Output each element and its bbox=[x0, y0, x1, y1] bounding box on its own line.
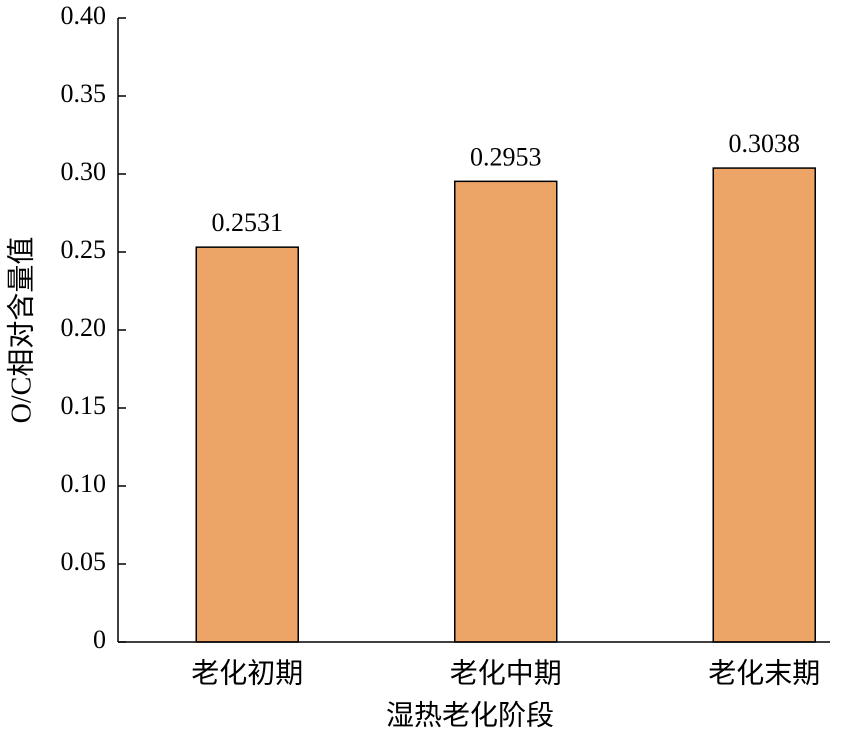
value-label: 0.2531 bbox=[212, 208, 284, 237]
y-tick-label: 0.40 bbox=[61, 1, 107, 30]
value-label: 0.2953 bbox=[470, 142, 542, 171]
y-axis-title: O/C相对含量值 bbox=[5, 237, 37, 424]
y-tick-label: 0.30 bbox=[61, 157, 107, 186]
x-tick-label: 老化末期 bbox=[708, 657, 820, 689]
y-tick-label: 0.25 bbox=[61, 235, 107, 264]
y-tick-label: 0 bbox=[93, 625, 106, 654]
x-axis-title: 湿热老化阶段 bbox=[386, 699, 554, 731]
y-tick-label: 0.05 bbox=[61, 547, 107, 576]
y-tick-label: 0.35 bbox=[61, 79, 107, 108]
y-tick-label: 0.20 bbox=[61, 313, 107, 342]
x-tick-label: 老化中期 bbox=[450, 657, 562, 689]
y-tick-label: 0.15 bbox=[61, 391, 107, 420]
bar bbox=[712, 167, 816, 643]
x-tick-label: 老化初期 bbox=[191, 657, 303, 689]
value-label: 0.3038 bbox=[729, 129, 801, 158]
bar bbox=[454, 180, 558, 643]
bar bbox=[195, 246, 299, 643]
y-tick-label: 0.10 bbox=[61, 469, 107, 498]
